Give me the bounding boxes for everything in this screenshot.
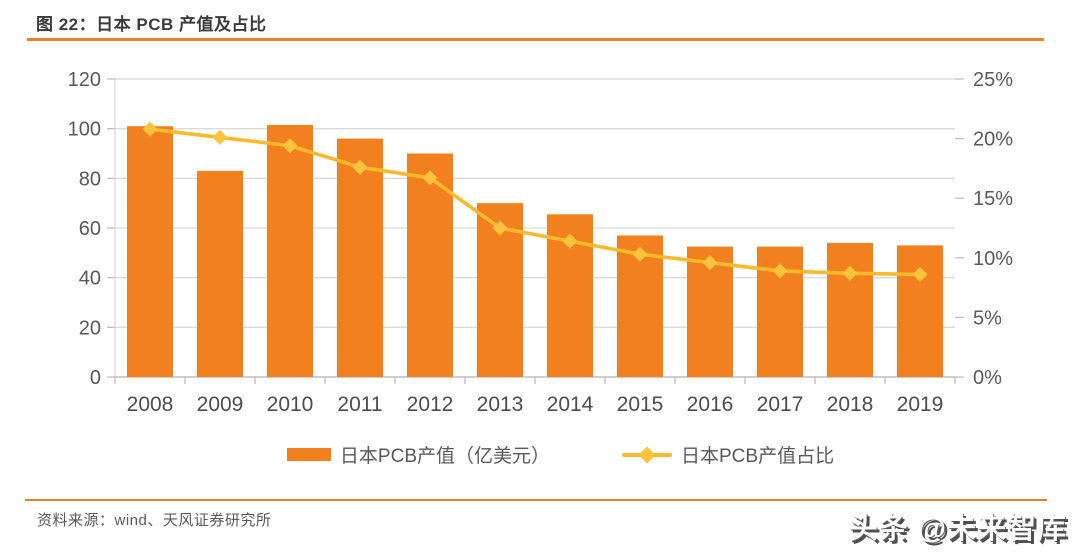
line-marker-2017 xyxy=(772,263,788,279)
line-marker-2016 xyxy=(702,255,718,271)
footer-divider xyxy=(25,499,1047,501)
share-line xyxy=(148,127,922,277)
bar-2019 xyxy=(897,245,943,377)
line-marker-2014 xyxy=(562,233,578,249)
left-axis-tick-label: 20 xyxy=(79,317,101,339)
bar-series-swatch-icon xyxy=(286,448,331,461)
line-marker-2011 xyxy=(352,159,368,175)
left-axis-tick-label: 0 xyxy=(90,367,101,389)
x-axis-year-label: 2013 xyxy=(477,393,524,416)
x-axis-year-label: 2010 xyxy=(267,393,314,416)
right-axis-tick-label: 0% xyxy=(973,367,1002,389)
bar-2011 xyxy=(337,138,383,377)
bar-2010 xyxy=(267,124,313,377)
bar-2018 xyxy=(827,242,873,377)
bar-series-label: 日本PCB产值（亿美元） xyxy=(339,446,550,467)
left-axis-tick-label: 100 xyxy=(68,119,101,141)
bar-2012 xyxy=(407,153,453,377)
chart-legend: 日本PCB产值（亿美元） 日本PCB产值占比 xyxy=(0,441,1079,468)
x-axis-year-label: 2014 xyxy=(547,393,594,416)
line-marker-2010 xyxy=(282,138,298,154)
right-axis-tick-label: 10% xyxy=(973,248,1013,270)
line-marker-2008 xyxy=(142,121,158,137)
line-marker-2018 xyxy=(842,265,858,281)
line-marker-2012 xyxy=(422,170,438,186)
x-axis-year-label: 2016 xyxy=(687,393,734,416)
legend-item-line-series: 日本PCB产值占比 xyxy=(622,441,834,468)
x-axis-year-label: 2008 xyxy=(127,393,174,416)
left-axis-tick-label: 40 xyxy=(79,268,101,290)
right-axis-tick-label: 25% xyxy=(973,69,1013,91)
legend-item-bar-series: 日本PCB产值（亿美元） xyxy=(286,441,550,468)
x-axis-year-label: 2018 xyxy=(827,393,874,416)
right-axis-tick-label: 15% xyxy=(973,188,1013,210)
line-marker-2013 xyxy=(492,220,508,236)
line-marker-2015 xyxy=(632,246,648,262)
watermark-text: 头条 @未来智库 xyxy=(848,513,1067,545)
left-axis-tick-label: 120 xyxy=(68,69,101,91)
combo-chart-canvas: 0 20 40 60 80 100 120 0% 5% 10% 15% 20% 25% 2008 2009 2… xyxy=(68,69,1014,416)
bar-2008 xyxy=(127,126,173,377)
line-series-label: 日本PCB产值占比 xyxy=(681,446,835,467)
x-axis-year-label: 2011 xyxy=(337,393,382,416)
line-marker-2009 xyxy=(212,129,228,145)
x-axis-year-label: 2009 xyxy=(197,393,244,416)
left-axis-tick-label: 60 xyxy=(79,218,101,240)
x-axis-year-label: 2017 xyxy=(757,393,804,416)
x-axis-year-label: 2019 xyxy=(897,393,944,416)
bar-2009 xyxy=(197,170,243,377)
figure-title: 图 22：日本 PCB 产值及占比 xyxy=(36,15,267,34)
left-axis-tick-label: 80 xyxy=(79,168,101,190)
x-axis-year-label: 2015 xyxy=(617,393,664,416)
right-axis-tick-label: 20% xyxy=(973,129,1013,151)
source-note: 资料来源：wind、天风证券研究所 xyxy=(37,512,272,529)
x-axis-year-label: 2012 xyxy=(407,393,454,416)
title-divider xyxy=(27,38,1044,41)
line-marker-2019 xyxy=(912,266,928,282)
right-axis-tick-label: 5% xyxy=(973,307,1002,329)
line-series-swatch-icon xyxy=(622,446,672,463)
